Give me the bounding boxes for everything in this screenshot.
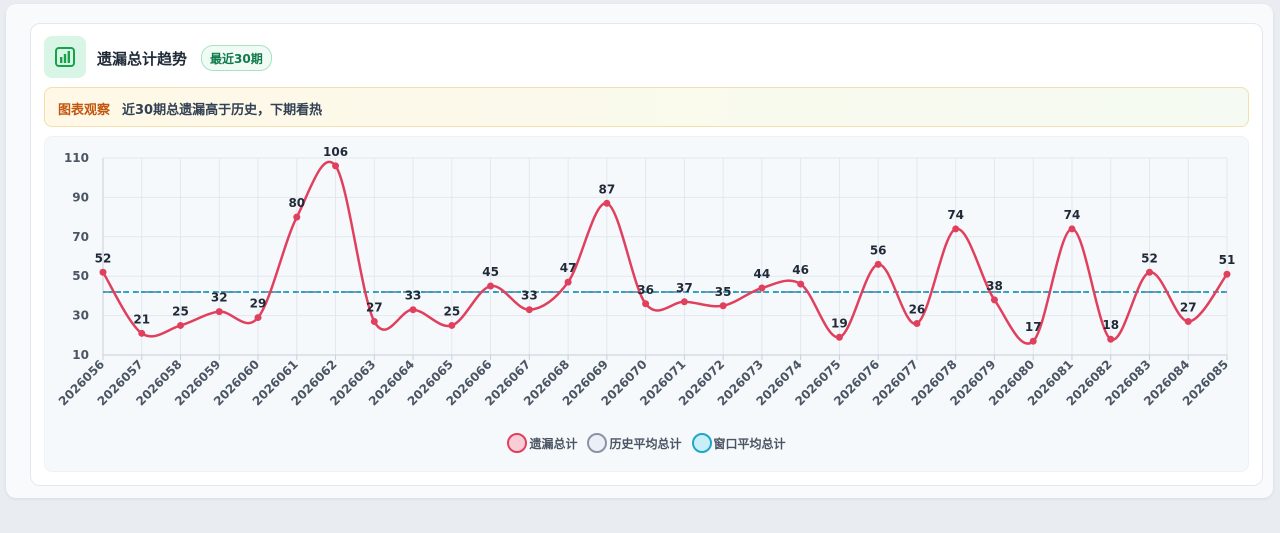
data-point: [525, 306, 533, 314]
data-label: 29: [250, 297, 267, 311]
data-label: 32: [211, 291, 228, 305]
data-point: [138, 329, 146, 337]
data-point: [254, 314, 262, 322]
data-point: [1184, 318, 1192, 326]
data-label: 19: [831, 316, 848, 330]
data-label: 18: [1102, 318, 1119, 332]
data-point: [758, 284, 766, 292]
data-label: 47: [560, 261, 577, 275]
data-point: [99, 268, 107, 276]
data-label: 35: [715, 285, 732, 299]
y-tick-label: 30: [72, 309, 89, 323]
legend-item-series[interactable]: 遗漏总计: [507, 433, 577, 453]
data-point: [1068, 225, 1076, 233]
data-point: [835, 333, 843, 341]
insight-label: 图表观察: [58, 103, 111, 118]
data-point: [1029, 337, 1037, 345]
data-label: 38: [986, 279, 1003, 293]
data-point: [293, 213, 301, 221]
data-label: 17: [1025, 320, 1042, 334]
data-label: 106: [323, 145, 348, 159]
data-label: 80: [288, 196, 305, 210]
data-point: [642, 300, 650, 308]
data-label: 26: [909, 302, 926, 316]
data-point: [448, 321, 456, 329]
data-point: [1107, 335, 1115, 343]
data-label: 74: [1064, 208, 1081, 222]
data-label: 44: [754, 267, 771, 281]
data-label: 27: [1180, 301, 1197, 315]
legend-item-window-avg[interactable]: 窗口平均总计: [691, 433, 786, 453]
data-point: [177, 321, 185, 329]
data-point: [913, 319, 921, 327]
data-point: [409, 306, 417, 314]
data-point: [1223, 270, 1231, 278]
legend-label-series: 遗漏总计: [529, 436, 578, 451]
data-label: 45: [482, 265, 499, 279]
trend-card: 遗漏总计趋势 最近30期 图表观察 近30期总遗漏高于历史，下期看热 10 30 5…: [30, 23, 1263, 486]
data-label: 25: [172, 304, 189, 318]
data-label: 52: [95, 251, 112, 265]
data-point: [719, 302, 727, 310]
data-label: 56: [870, 243, 887, 257]
legend-swatch-window-avg: [691, 433, 712, 453]
data-point: [952, 225, 960, 233]
data-point: [215, 308, 223, 316]
data-point: [680, 298, 688, 306]
insight-text: 近30期总遗漏高于历史，下期看热: [122, 103, 323, 118]
series-line: [101, 160, 1229, 345]
period-badge: 最近30期: [201, 45, 272, 71]
data-label: 87: [599, 182, 616, 196]
data-label: 36: [637, 283, 654, 297]
legend-swatch-series: [507, 433, 528, 453]
data-label: 21: [133, 312, 150, 326]
card-title: 遗漏总计趋势: [97, 50, 188, 68]
data-label: 46: [792, 263, 809, 277]
data-point: [874, 260, 882, 268]
data-point: [487, 282, 495, 290]
legend-label-window-avg: 窗口平均总计: [713, 436, 786, 451]
bar-chart-icon: [44, 36, 86, 78]
data-label: 51: [1219, 253, 1236, 267]
legend-label-history-avg: 历史平均总计: [609, 436, 682, 451]
data-point: [797, 280, 805, 288]
insight-banner: 图表观察 近30期总遗漏高于历史，下期看热: [44, 87, 1249, 127]
page-background: 遗漏总计趋势 最近30期 图表观察 近30期总遗漏高于历史，下期看热 10 30 5…: [6, 4, 1273, 498]
y-tick-label: 70: [72, 230, 89, 244]
y-tick-label: 90: [72, 190, 89, 204]
data-label: 33: [521, 289, 538, 303]
data-label: 33: [405, 289, 422, 303]
data-point: [1145, 268, 1153, 276]
y-tick-label: 110: [64, 151, 89, 165]
data-label: 27: [366, 301, 383, 315]
trend-chart: 1030507090110202605620260572026058202605…: [56, 145, 1236, 409]
data-label: 25: [443, 304, 460, 318]
data-point: [564, 278, 572, 286]
chart-panel: 10 30 50 70 90 110 2026056 2026057 2026058 202605…: [44, 136, 1249, 472]
data-point: [603, 199, 611, 207]
data-point: [990, 296, 998, 304]
legend-swatch-history-avg: [587, 433, 608, 453]
legend-item-history-avg[interactable]: 历史平均总计: [587, 433, 682, 453]
data-label: 52: [1141, 251, 1158, 265]
chart-legend: 遗漏总计 历史平均总计 窗口平均总计: [45, 433, 1248, 453]
data-point: [370, 318, 378, 326]
y-tick-label: 10: [72, 348, 89, 362]
data-label: 37: [676, 281, 693, 295]
data-point: [332, 162, 340, 170]
data-label: 74: [947, 208, 964, 222]
y-tick-label: 50: [72, 269, 89, 283]
